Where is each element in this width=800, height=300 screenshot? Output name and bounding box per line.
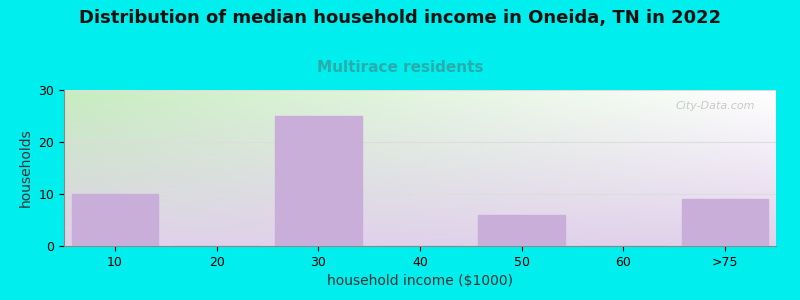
Bar	[478, 215, 565, 246]
Y-axis label: households: households	[19, 129, 33, 207]
Bar	[72, 194, 158, 246]
Bar	[275, 116, 362, 246]
Text: Distribution of median household income in Oneida, TN in 2022: Distribution of median household income …	[79, 9, 721, 27]
Text: City-Data.com: City-Data.com	[675, 101, 754, 111]
X-axis label: household income ($1000): household income ($1000)	[327, 274, 513, 288]
Bar	[682, 199, 768, 246]
Text: Multirace residents: Multirace residents	[317, 60, 483, 75]
